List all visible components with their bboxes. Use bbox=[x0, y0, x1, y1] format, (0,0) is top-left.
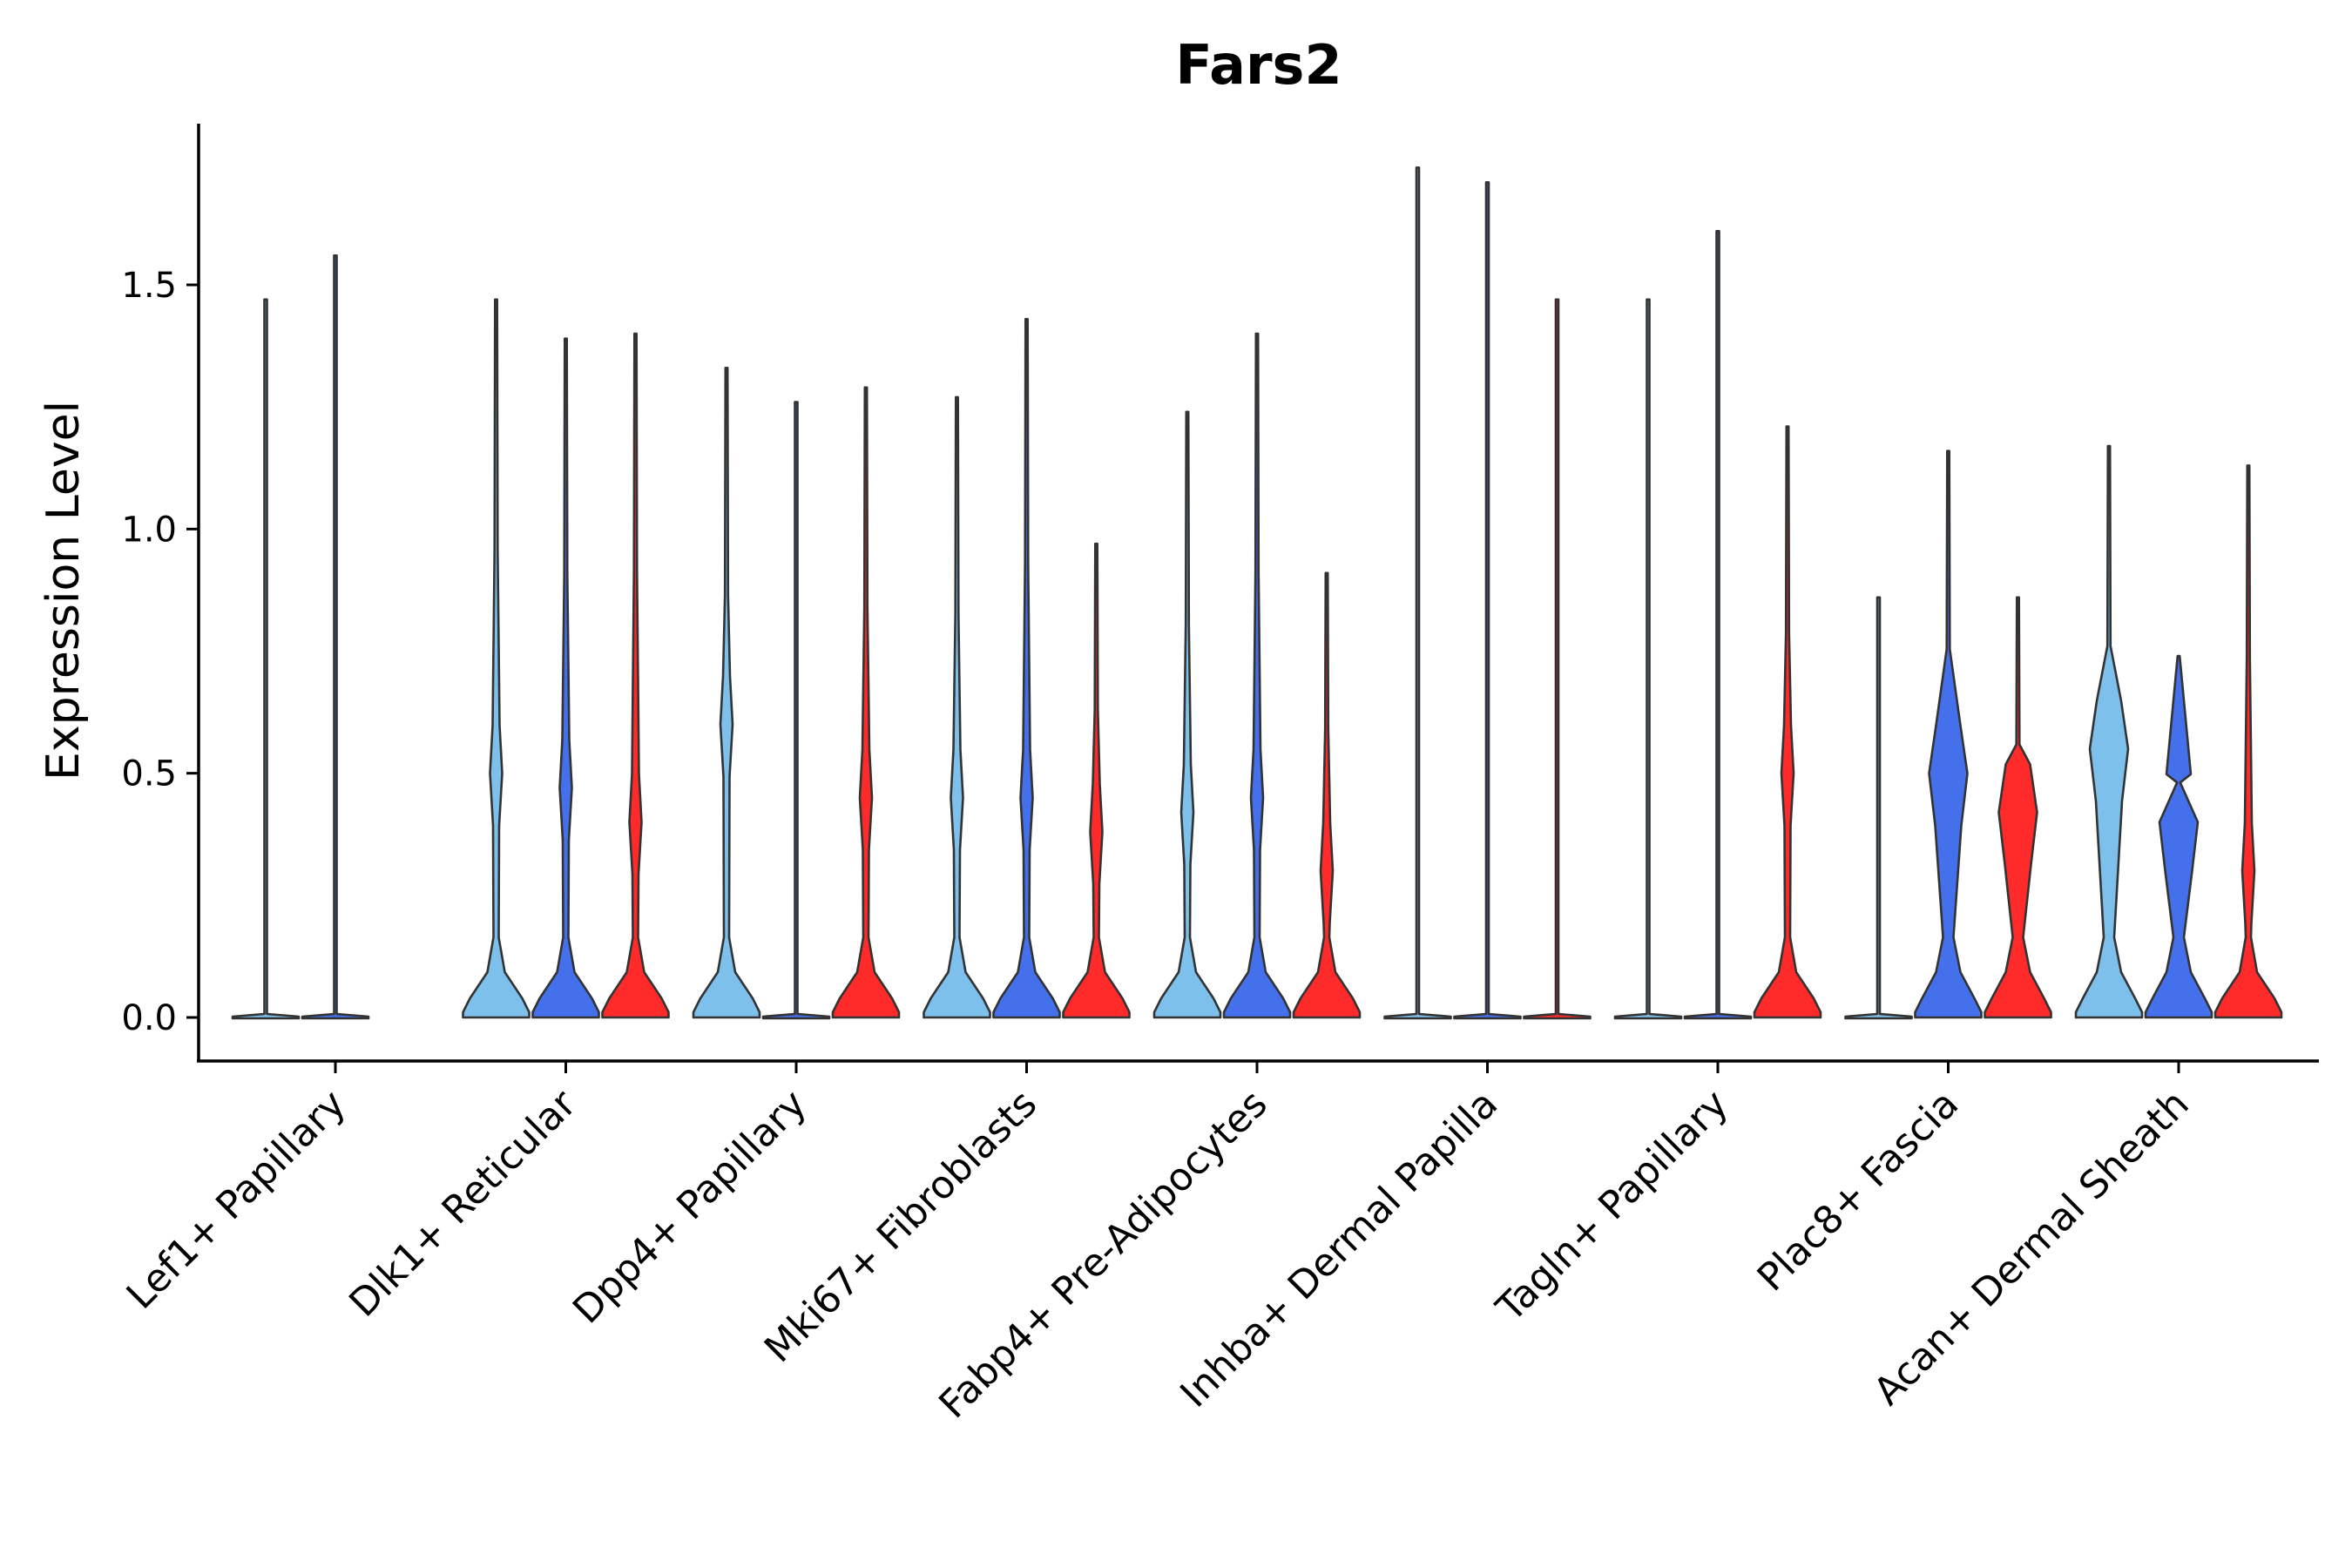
violin-5-2 bbox=[1523, 298, 1592, 1020]
violin-7-0 bbox=[1844, 596, 1913, 1020]
y-ticks: 0.0 0.5 1.0 1.5 bbox=[121, 266, 199, 1038]
violin-4-0 bbox=[1152, 410, 1222, 1019]
category-label: Dlk1+ Reticular bbox=[341, 1081, 585, 1326]
chart-title: Fars2 bbox=[1175, 33, 1342, 97]
violin-8-2 bbox=[2213, 464, 2283, 1019]
y-tick-label: 0.5 bbox=[121, 754, 177, 794]
violin-5-0 bbox=[1383, 166, 1452, 1020]
violin-4-1 bbox=[1222, 332, 1292, 1019]
category-label: Plac8+ Fascia bbox=[1749, 1082, 1968, 1301]
y-tick-label: 1.5 bbox=[121, 266, 177, 306]
violin-8-1 bbox=[2144, 654, 2213, 1019]
violin-3-0 bbox=[923, 395, 991, 1019]
violin-6-2 bbox=[1753, 425, 1822, 1019]
y-axis-label: Expression Level bbox=[37, 401, 90, 781]
category-label: Tagln+ Papillary bbox=[1488, 1082, 1737, 1331]
violin-2-2 bbox=[831, 386, 901, 1019]
y-tick-label: 1.0 bbox=[121, 510, 177, 550]
violin-2-1 bbox=[761, 401, 831, 1020]
violin-3-2 bbox=[1062, 542, 1131, 1019]
violin-1-0 bbox=[462, 298, 531, 1019]
violin-7-2 bbox=[1984, 596, 2052, 1019]
violin-0-1 bbox=[301, 254, 370, 1020]
violin-7-1 bbox=[1914, 449, 1983, 1019]
violin-1-1 bbox=[531, 337, 600, 1019]
y-tick-label: 0.0 bbox=[121, 998, 177, 1038]
violin-6-1 bbox=[1683, 230, 1753, 1020]
violin-1-2 bbox=[601, 332, 670, 1019]
category-label: Dpp4+ Papillary bbox=[564, 1082, 815, 1333]
violin-8-0 bbox=[2074, 444, 2144, 1019]
violin-6-0 bbox=[1613, 298, 1683, 1020]
violin-5-1 bbox=[1453, 180, 1522, 1020]
violin-3-1 bbox=[992, 317, 1061, 1019]
violin-4-2 bbox=[1292, 571, 1362, 1019]
category-label: Lef1+ Papillary bbox=[118, 1082, 355, 1318]
violin-group bbox=[231, 166, 2283, 1020]
violin-0-0 bbox=[231, 298, 301, 1020]
violin-2-0 bbox=[692, 367, 761, 1019]
